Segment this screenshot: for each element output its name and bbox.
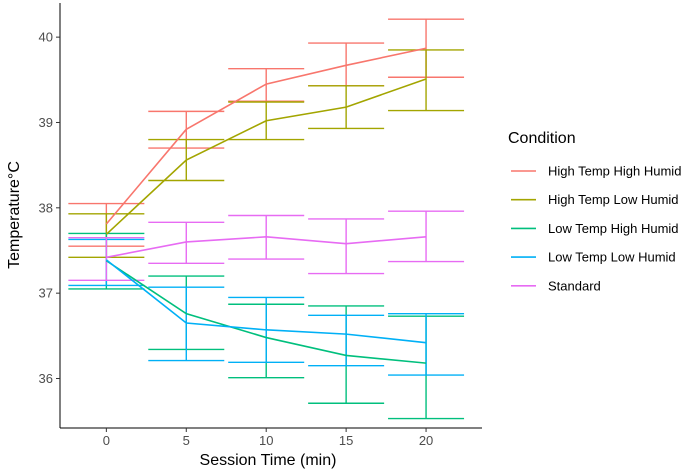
y-tick-label: 38 xyxy=(39,200,53,215)
legend-label: High Temp High Humid xyxy=(548,164,681,179)
axes xyxy=(59,3,482,429)
x-tick-label: 0 xyxy=(103,433,110,448)
legend-item: Standard xyxy=(511,278,601,293)
legend-item: Low Temp Low Humid xyxy=(511,250,676,265)
x-tick-label: 15 xyxy=(339,433,353,448)
legend-item: High Temp Low Humid xyxy=(511,192,679,207)
x-tick-label: 10 xyxy=(259,433,273,448)
legend-label: Standard xyxy=(548,278,601,293)
y-tick-label: 40 xyxy=(39,30,53,45)
legend-item: High Temp High Humid xyxy=(511,164,681,179)
x-axis-title: Session Time (min) xyxy=(200,452,337,469)
legend: Condition High Temp High Humid High Temp … xyxy=(508,130,681,293)
series-line-0 xyxy=(105,47,427,225)
legend-title: Condition xyxy=(508,130,576,147)
series-line-2 xyxy=(105,260,427,364)
legend-label: Low Temp Low Humid xyxy=(548,250,676,265)
legend-label: High Temp Low Humid xyxy=(548,192,679,207)
series-3 xyxy=(68,238,465,376)
series-line-3 xyxy=(105,259,427,344)
series xyxy=(68,18,465,420)
y-tick-label: 36 xyxy=(39,371,53,386)
legend-item: Low Temp High Humid xyxy=(511,221,679,236)
y-axis-title: Temperature°C xyxy=(6,161,23,269)
series-line-1 xyxy=(105,78,427,235)
x-tick-label: 5 xyxy=(183,433,190,448)
ticks: 0 5 10 15 20 36 37 38 39 40 xyxy=(39,30,434,448)
legend-label: Low Temp High Humid xyxy=(548,221,679,236)
x-tick-label: 20 xyxy=(419,433,433,448)
y-tick-label: 39 xyxy=(39,115,53,130)
series-line-4 xyxy=(106,236,427,259)
y-tick-label: 37 xyxy=(39,286,53,301)
